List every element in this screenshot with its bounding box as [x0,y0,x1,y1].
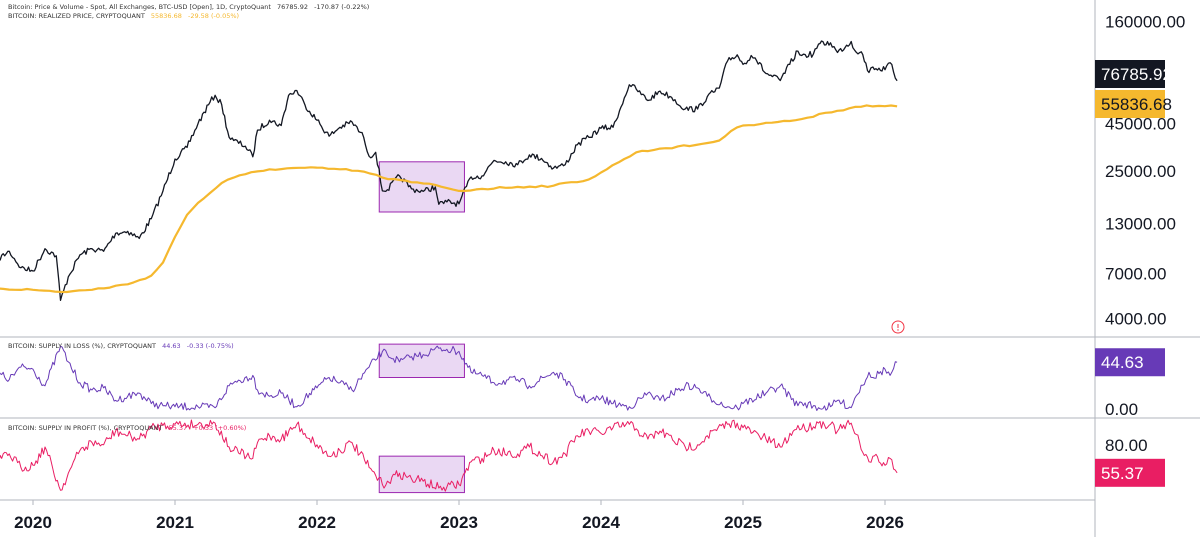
legend-realized-change: -29.58 (-0.05%) [187,12,240,20]
series-line-supply-in-profit [0,419,898,492]
legend-realized-name: BITCOIN: REALIZED PRICE, CRYPTOQUANT [8,12,145,20]
legend-profit: BITCOIN: SUPPLY IN PROFIT (%), CRYPTOQUA… [8,424,246,433]
series-line-supply-in-loss [0,345,898,411]
y-tick-label: 80.00 [1105,436,1148,455]
series-line-price [0,40,898,301]
y-tick-label: 7000.00 [1105,264,1166,283]
highlight-box-pane-2 [378,455,465,494]
series-line-realized-price [0,104,898,294]
x-tick-label: 2022 [298,513,336,532]
y-tick-label: 25000.00 [1105,162,1176,181]
x-tick-label: 2021 [156,513,194,532]
legend-profit-value: 55.37 [168,424,188,432]
legend-loss-change: -0.33 (-0.75%) [186,342,234,350]
legend-price-change: -170.87 (-0.22%) [314,3,370,11]
realized-last-value-tag: 55836.68 [1095,90,1172,118]
price-last-value-tag-text: 76785.92 [1101,65,1172,84]
x-tick-label: 2026 [866,513,904,532]
legend-loss: BITCOIN: SUPPLY IN LOSS (%), CRYPTOQUANT… [8,342,234,351]
legend-price-name: Bitcoin: Price & Volume - Spot, All Exch… [8,3,271,11]
legend-realized: BITCOIN: REALIZED PRICE, CRYPTOQUANT 558… [8,12,239,21]
x-tick-label: 2024 [582,513,620,532]
price-last-value-tag: 76785.92 [1095,60,1172,88]
legend-profit-name: BITCOIN: SUPPLY IN PROFIT (%), CRYPTOQUA… [8,424,163,432]
alert-icon[interactable] [891,320,905,334]
legend-loss-name: BITCOIN: SUPPLY IN LOSS (%), CRYPTOQUANT [8,342,156,350]
legend-profit-change: +0.33 (+0.60%) [193,424,247,432]
highlight-box-pane-0 [378,161,465,213]
price-tags: 76785.92 55836.68 44.63 55.37 [1095,60,1172,487]
highlight-boxes [378,161,465,494]
x-axis: 2020 2021 2022 2023 2024 2025 2026 [14,500,904,532]
x-tick-label: 2025 [724,513,762,532]
y-tick-label: 4000.00 [1105,309,1166,328]
y-tick-label: 45000.00 [1105,115,1176,134]
y-axis: 160000.00 45000.00 25000.00 13000.00 7000.00… [1105,13,1185,455]
y-tick-label: 160000.00 [1105,13,1185,32]
legend-price-value: 76785.92 [276,3,308,11]
x-tick-label: 2023 [440,513,478,532]
profit-last-value-tag: 55.37 [1095,458,1165,487]
x-tick-label: 2020 [14,513,52,532]
highlight-box-pane-1 [378,343,465,378]
profit-last-value-tag-text: 55.37 [1101,464,1144,483]
realized-last-value-tag-text: 55836.68 [1101,95,1172,114]
loss-last-value-tag: 44.63 [1095,348,1165,377]
legend-realized-value: 55836.68 [150,12,182,20]
loss-last-value-tag-text: 44.63 [1101,353,1144,372]
y-tick-label: 13000.00 [1105,214,1176,233]
legend-loss-value: 44.63 [162,342,181,350]
y-tick-label: 0.00 [1105,400,1138,419]
legend-price: Bitcoin: Price & Volume - Spot, All Exch… [8,3,369,12]
series-layer [0,40,898,492]
